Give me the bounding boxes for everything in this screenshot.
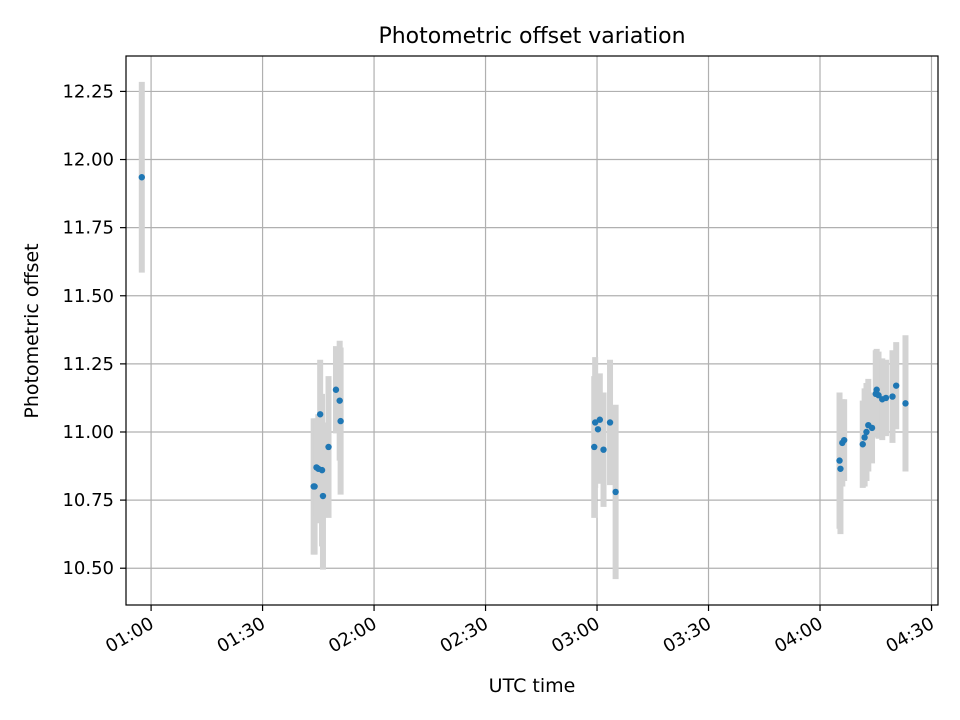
data-point <box>319 492 327 500</box>
data-point <box>840 436 848 444</box>
data-point <box>336 397 343 404</box>
data-point <box>859 441 866 448</box>
plot-frame <box>125 55 939 606</box>
plot-area <box>126 56 938 605</box>
chart-title: Photometric offset variation <box>378 24 685 49</box>
y-axis-title: Photometric offset <box>21 243 43 418</box>
data-point <box>873 386 880 393</box>
data-point <box>332 386 340 393</box>
y-tick-label: 12.00 <box>62 150 114 171</box>
data-point <box>892 382 900 389</box>
data-point <box>612 488 619 496</box>
data-point <box>318 466 326 474</box>
y-axis: 10.50 10.75 11.00 11.25 11.50 11.75 12.00 12.25 <box>62 81 126 579</box>
data-point <box>606 419 614 426</box>
data-point <box>591 443 598 451</box>
data-point <box>325 443 332 451</box>
data-point <box>316 411 324 418</box>
grid <box>126 56 938 605</box>
y-tick-label: 10.75 <box>62 490 114 511</box>
y-tick-label: 12.25 <box>62 81 114 102</box>
data-point <box>594 426 602 433</box>
data-point <box>882 394 890 402</box>
y-tick-label: 10.50 <box>62 558 114 579</box>
data-point <box>311 483 318 490</box>
data-point <box>863 428 870 436</box>
data-point <box>138 174 145 181</box>
data-point <box>868 424 876 432</box>
data-points <box>138 174 909 500</box>
y-tick-label: 11.50 <box>62 286 114 307</box>
y-tick-label: 11.25 <box>62 354 114 375</box>
data-point <box>596 416 604 423</box>
y-tick-label: 11.00 <box>62 422 114 443</box>
data-point <box>600 446 607 453</box>
data-point <box>337 417 344 425</box>
y-tick-label: 11.75 <box>62 218 114 239</box>
data-point <box>861 434 868 441</box>
data-point <box>591 419 599 426</box>
data-point <box>836 457 843 464</box>
data-point <box>889 393 896 400</box>
data-point <box>902 400 909 407</box>
data-point <box>875 392 882 399</box>
data-point <box>837 465 844 472</box>
x-axis-title: UTC time <box>489 675 576 697</box>
